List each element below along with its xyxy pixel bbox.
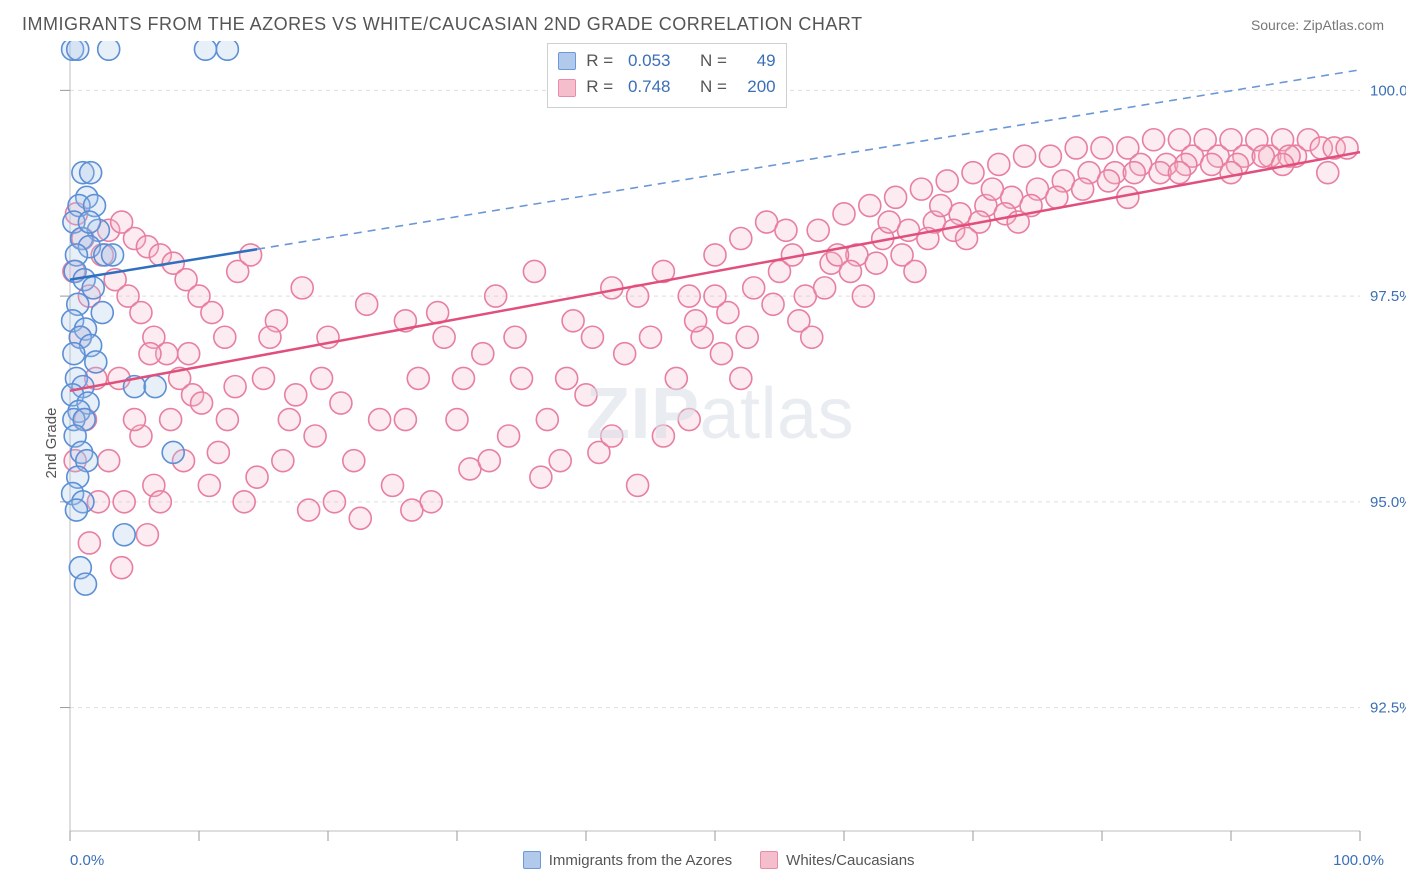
legend-square-blue (558, 52, 576, 70)
legend-square-icon (523, 851, 541, 869)
legend-square-icon (760, 851, 778, 869)
y-axis-label: 2nd Grade (43, 408, 60, 479)
chart-area: 2nd Grade 92.5%95.0%97.5%100.0% ZIPatlas… (22, 41, 1384, 845)
legend-item-pink: Whites/Caucasians (760, 851, 914, 869)
legend-square-pink (558, 79, 576, 97)
source-prefix: Source: (1251, 17, 1303, 33)
legend-item-blue: Immigrants from the Azores (523, 851, 732, 869)
series-legend: Immigrants from the Azores Whites/Caucas… (523, 851, 915, 869)
n-value-pink: 200 (742, 74, 776, 100)
x-axis-start-label: 0.0% (70, 852, 104, 869)
n-value-blue: 49 (742, 48, 776, 74)
x-axis-legend: 0.0% Immigrants from the Azores Whites/C… (0, 845, 1406, 869)
legend-label-pink: Whites/Caucasians (786, 852, 914, 869)
svg-text:100.0%: 100.0% (1370, 82, 1406, 99)
legend-label-blue: Immigrants from the Azores (549, 852, 732, 869)
correlation-legend-box: R = 0.053 N = 49 R = 0.748 N = 200 (547, 43, 786, 108)
legend-row-blue: R = 0.053 N = 49 (558, 48, 775, 74)
chart-title: IMMIGRANTS FROM THE AZORES VS WHITE/CAUC… (22, 14, 863, 35)
chart-header: IMMIGRANTS FROM THE AZORES VS WHITE/CAUC… (0, 0, 1406, 41)
n-label: N = (700, 48, 732, 74)
r-value-pink: 0.748 (628, 74, 671, 100)
svg-text:92.5%: 92.5% (1370, 700, 1406, 717)
legend-row-pink: R = 0.748 N = 200 (558, 74, 775, 100)
r-value-blue: 0.053 (628, 48, 671, 74)
x-axis-end-label: 100.0% (1333, 852, 1384, 869)
n-label: N = (700, 74, 732, 100)
chart-source: Source: ZipAtlas.com (1251, 17, 1384, 33)
r-label: R = (586, 74, 618, 100)
svg-text:97.5%: 97.5% (1370, 288, 1406, 305)
scatter-chart: 92.5% 95.0% 97.5% 100.0% (22, 41, 1406, 845)
svg-text:95.0%: 95.0% (1370, 494, 1406, 511)
source-name: ZipAtlas.com (1303, 17, 1384, 33)
r-label: R = (586, 48, 618, 74)
